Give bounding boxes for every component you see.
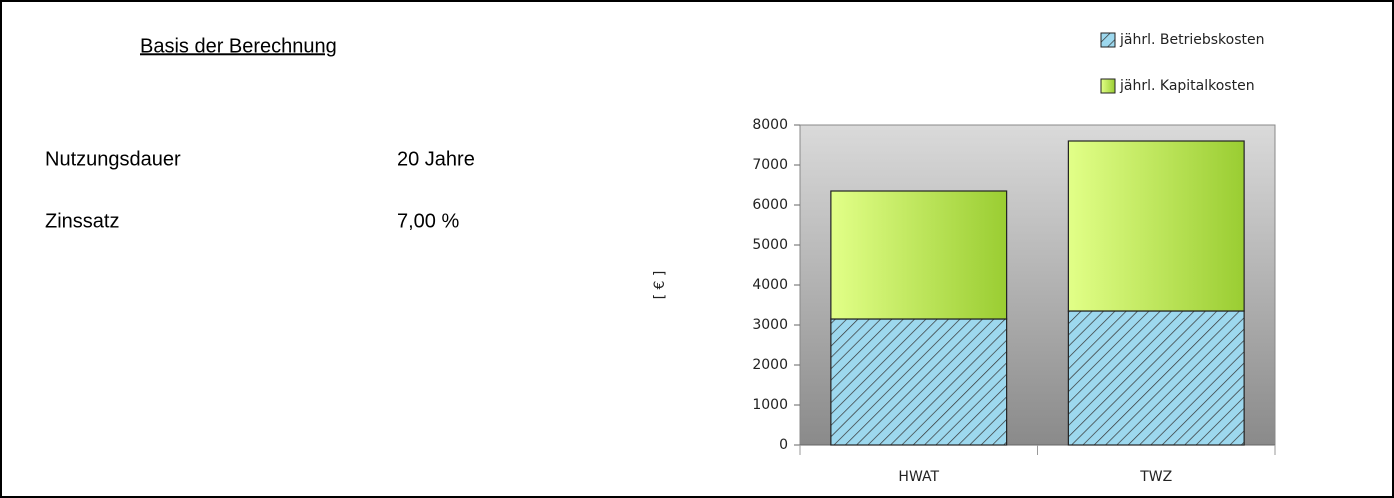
bar-segment	[830, 190, 1008, 320]
row-label: Zinssatz	[45, 210, 119, 232]
y-tick-label: 3000	[752, 317, 788, 333]
x-tick-label: TWZ	[1139, 469, 1172, 485]
x-tick-label: HWAT	[898, 469, 939, 485]
y-tick-label: 1000	[752, 397, 788, 413]
row-value: 20 Jahre	[397, 148, 475, 170]
row-value: 7,00 %	[397, 210, 459, 232]
y-tick-label: 5000	[752, 237, 788, 253]
legend-swatch	[1100, 32, 1116, 48]
legend-label: jährl. Kapitalkosten	[1119, 78, 1255, 94]
y-tick-label: 2000	[752, 357, 788, 373]
legend-label: jährl. Betriebskosten	[1119, 32, 1264, 48]
section-title: Basis der Berechnung	[140, 35, 337, 57]
y-tick-label: 7000	[752, 157, 788, 173]
legend-swatch	[1100, 78, 1116, 94]
row-label: Nutzungsdauer	[45, 148, 181, 170]
bar-segment	[830, 318, 1008, 446]
y-tick-label: 6000	[752, 197, 788, 213]
y-tick-label: 8000	[752, 117, 788, 133]
y-axis-label: [ € ]	[652, 271, 668, 300]
y-tick-label: 0	[779, 437, 788, 453]
bar-segment	[1067, 310, 1245, 446]
bar-segment	[1067, 140, 1245, 312]
y-tick-label: 4000	[752, 277, 788, 293]
